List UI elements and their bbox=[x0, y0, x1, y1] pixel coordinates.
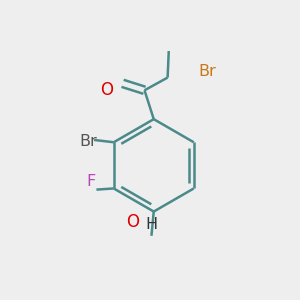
Text: H: H bbox=[146, 217, 158, 232]
Text: O: O bbox=[100, 81, 113, 99]
Text: Br: Br bbox=[80, 134, 97, 148]
Text: O: O bbox=[126, 213, 139, 231]
Text: Br: Br bbox=[199, 64, 217, 79]
Text: F: F bbox=[86, 174, 95, 189]
